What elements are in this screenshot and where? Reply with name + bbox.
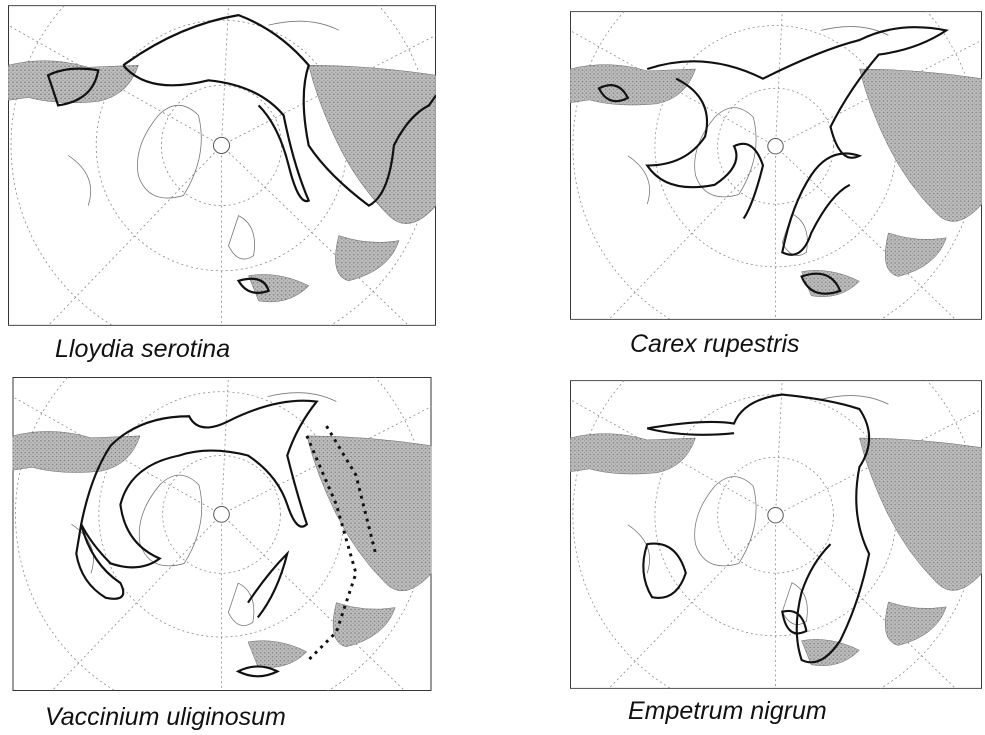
range-map — [8, 5, 436, 326]
range-map — [8, 377, 436, 691]
caption: Lloydia serotina — [55, 335, 230, 364]
range-map — [570, 375, 982, 694]
caption: Carex rupestris — [630, 330, 800, 359]
caption: Empetrum nigrum — [628, 697, 827, 726]
caption: Vaccinium uliginosum — [45, 703, 286, 732]
range-map — [570, 5, 982, 326]
figure: Lloydia serotina Carex rupestris Vaccini… — [0, 0, 985, 735]
